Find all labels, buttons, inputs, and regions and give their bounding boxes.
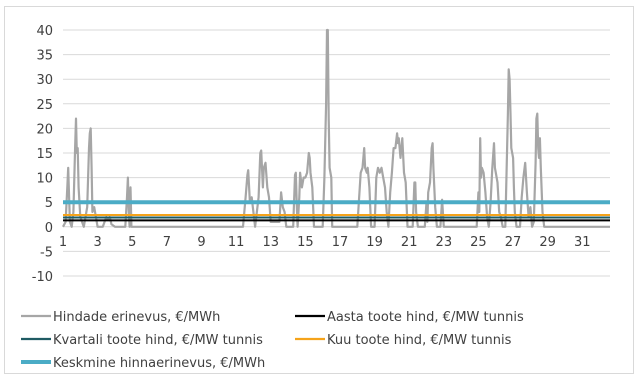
x-tick-label: 25 [470,235,487,250]
legend-item-kvartali: Kvartali toote hind, €/MW tunnis [21,333,263,348]
y-tick-label: -10 [32,270,53,285]
x-tick-label: 27 [505,235,522,250]
y-tick-label: 15 [36,147,53,162]
x-tick-label: 15 [297,235,314,250]
legend-item-hindade-erinevus: Hindade erinevus, €/MWh [21,310,220,325]
x-tick-label: 5 [128,235,136,250]
x-tick-label: 11 [228,235,245,250]
series-layer [62,28,610,228]
y-tick-label: 20 [36,122,53,137]
y-tick-label: 30 [36,73,53,88]
y-tick-label: 40 [36,24,53,39]
x-tick-label: 21 [401,235,418,250]
x-tick-label: 17 [332,235,349,250]
y-tick-label: 25 [36,98,53,113]
x-tick-label: 13 [262,235,279,250]
x-tick-label: 1 [59,235,67,250]
x-tick-label: 3 [93,235,101,250]
y-tick-label: 0 [45,221,53,236]
legend-item-kuu: Kuu toote hind, €/MW tunnis [295,333,512,348]
x-tick-label: 7 [163,235,171,250]
legend-label: Kvartali toote hind, €/MW tunnis [53,333,263,348]
x-tick-label: 29 [539,235,556,250]
x-tick-label: 9 [197,235,205,250]
x-tick-label: 19 [366,235,383,250]
y-tick-label: -5 [40,245,53,260]
legend-item-keskmine: Keskmine hinnaerinevus, €/MWh [21,356,265,371]
y-tick-label: 5 [45,196,53,211]
y-tick-label: 35 [36,49,53,64]
x-tick-label: 23 [436,235,453,250]
y-tick-label: 10 [36,172,53,187]
x-axis-ticks: 1 3 5 7 9 11 13 15 17 19 21 23 25 27 29 31 [59,235,591,250]
legend-item-aasta: Aasta toote hind, €/MW tunnis [295,310,524,325]
series-line-hindade-erinevus [62,28,610,228]
legend-label: Aasta toote hind, €/MW tunnis [327,310,524,325]
y-axis-ticks: -10 -5 0 5 10 15 20 25 30 35 40 [32,24,53,285]
legend-label: Kuu toote hind, €/MW tunnis [327,333,512,348]
x-tick-label: 31 [574,235,591,250]
legend-label: Keskmine hinnaerinevus, €/MWh [53,356,265,371]
legend: Hindade erinevus, €/MWh Aasta toote hind,… [21,310,524,371]
legend-label: Hindade erinevus, €/MWh [53,310,220,325]
chart-frame: -10 -5 0 5 10 15 20 25 30 35 40 1 3 5 7 9 11 13 15 17 19 21 2… [4,6,634,374]
